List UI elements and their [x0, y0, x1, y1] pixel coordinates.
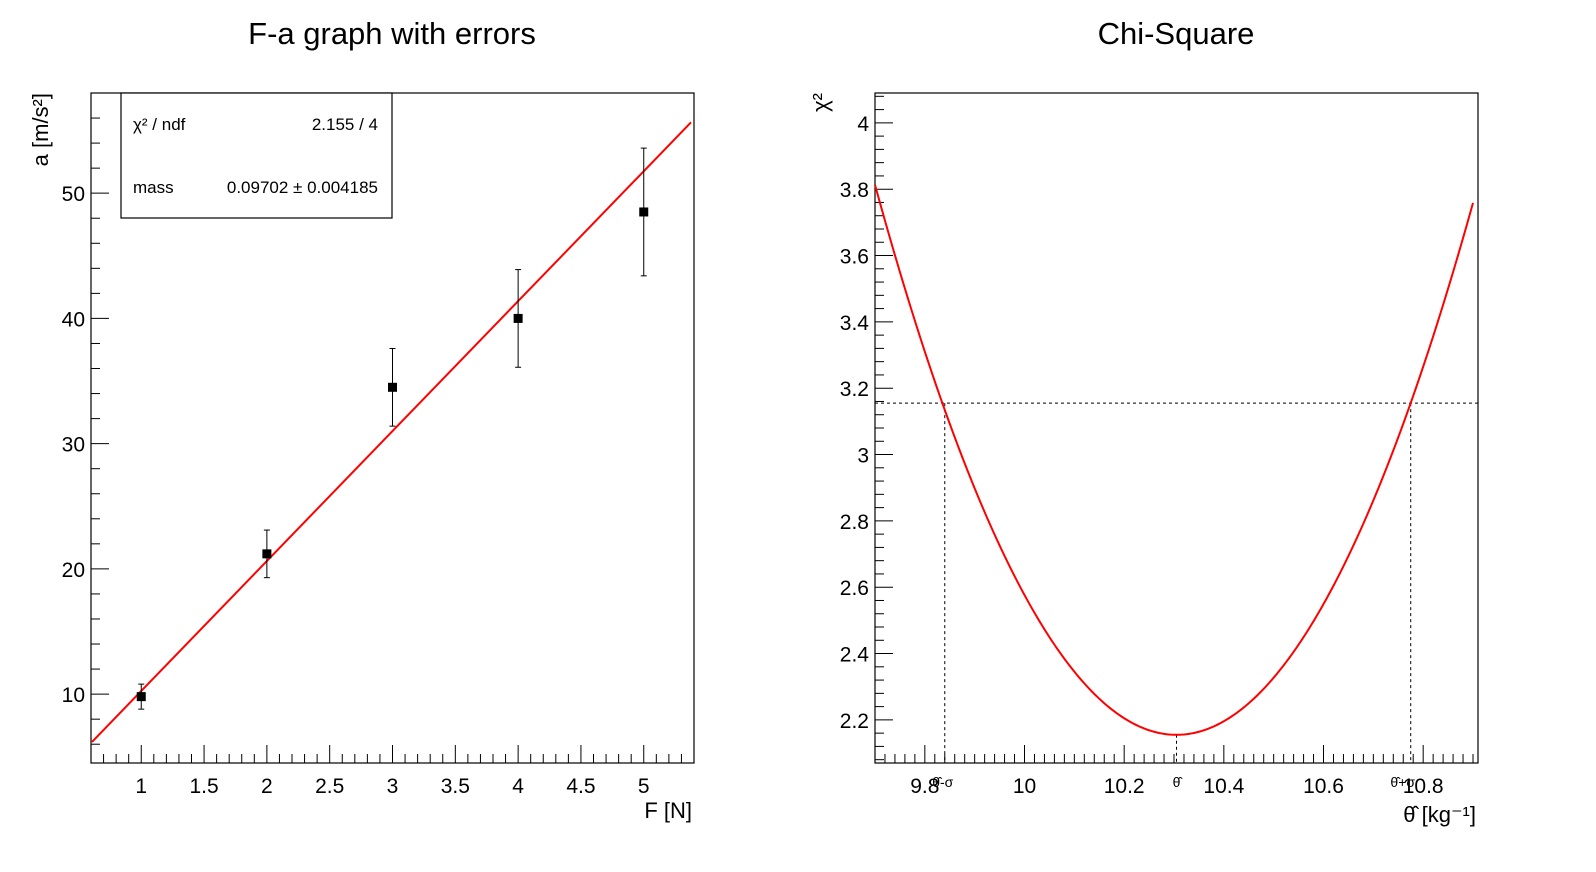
- left-x-axis-label: F [N]: [644, 798, 692, 823]
- data-point-marker: [136, 692, 146, 702]
- left-x-tick-label: 4: [512, 775, 524, 798]
- left-y-tick-label: 50: [62, 183, 85, 206]
- left-y-tick-label: 20: [62, 559, 85, 582]
- right-x-axis-label: θ̂ [kg⁻¹]: [1403, 802, 1476, 827]
- data-points: [136, 147, 649, 710]
- left-x-axis: 1 1.5 2 2.5 3 3.5 4 4.5 5: [90, 745, 695, 798]
- right-y-axis: 2.2 2.4 2.6 2.8 3 3.2 3.4 3.6 3.8 4: [840, 95, 893, 761]
- left-x-tick-label: 1: [135, 775, 147, 798]
- data-point-marker: [513, 313, 523, 323]
- stats-param-label: mass: [133, 178, 174, 197]
- left-y-tick-label: 10: [62, 684, 85, 707]
- right-x-tick-label: 10.6: [1303, 775, 1344, 798]
- marker-label-center: θ̂: [1173, 774, 1184, 790]
- right-plot-frame: [874, 92, 1479, 764]
- right-y-tick-label: 2.2: [840, 710, 869, 733]
- stats-box: χ² / ndf 2.155 / 4 mass 0.09702 ± 0.0041…: [120, 92, 393, 219]
- chi2-curve: [874, 184, 1474, 736]
- right-x-tick-label: 10.4: [1203, 775, 1244, 798]
- right-x-tick-label: 10.2: [1104, 775, 1145, 798]
- right-x-axis: 9.8 10 10.2 10.4 10.6 10.8: [874, 745, 1474, 798]
- right-y-tick-label: 4: [857, 113, 869, 136]
- right-x-tick-label: 10: [1013, 775, 1036, 798]
- right-y-tick-label: 3.8: [840, 179, 869, 202]
- left-x-tick-label: 3.5: [441, 775, 470, 798]
- data-point-marker: [388, 382, 397, 392]
- right-x-tick-label: 9.8: [910, 775, 939, 798]
- marker-label-upper: θ̂+σ: [1390, 774, 1415, 790]
- fit-line-group: [91, 121, 692, 743]
- right-y-tick-label: 2.4: [840, 644, 870, 667]
- fit-line: [91, 121, 692, 743]
- left-y-axis: 10 20 30 40 50: [62, 92, 109, 745]
- stats-box-frame: [120, 92, 393, 219]
- data-point-marker: [262, 549, 272, 559]
- left-x-tick-label: 2.5: [315, 775, 344, 798]
- stats-chi2-label: χ² / ndf: [133, 115, 186, 134]
- right-y-tick-label: 3: [857, 445, 869, 468]
- left-y-tick-label: 40: [62, 308, 85, 331]
- left-chart: F-a graph with errors 1 1.5 2 2.5 3 3.5 4 4.5 5 …: [28, 16, 695, 823]
- left-y-tick-label: 30: [62, 434, 85, 457]
- stats-chi2-value: 2.155 / 4: [312, 115, 378, 134]
- right-y-tick-label: 2.8: [840, 511, 869, 534]
- right-y-tick-label: 2.6: [840, 577, 869, 600]
- left-x-tick-label: 2: [261, 775, 273, 798]
- right-chart-title: Chi-Square: [1098, 16, 1255, 51]
- right-y-tick-label: 3.2: [840, 378, 869, 401]
- left-x-tick-label: 5: [638, 775, 650, 798]
- left-x-tick-label: 4.5: [566, 775, 595, 798]
- right-y-tick-label: 3.6: [840, 246, 869, 269]
- chi2-curve-group: [874, 184, 1474, 736]
- stats-param-value: 0.09702 ± 0.004185: [227, 178, 378, 197]
- left-x-tick-label: 3: [387, 775, 399, 798]
- data-point-marker: [639, 207, 649, 217]
- marker-label-lower: θ̂-σ: [932, 774, 953, 790]
- right-y-tick-label: 3.4: [840, 312, 870, 335]
- left-x-tick-label: 1.5: [189, 775, 218, 798]
- left-chart-title: F-a graph with errors: [248, 16, 536, 51]
- right-chart: Chi-Square 9.8 10 10.2 10.4 10.6 10.8 2.22.42…: [808, 16, 1479, 827]
- sigma-markers: θ̂-σ θ̂ θ̂+σ: [875, 402, 1478, 790]
- right-y-axis-label: χ²: [808, 93, 833, 112]
- right-x-tick-label: 10.8: [1403, 775, 1444, 798]
- left-y-axis-label: a [m/s²]: [28, 93, 53, 166]
